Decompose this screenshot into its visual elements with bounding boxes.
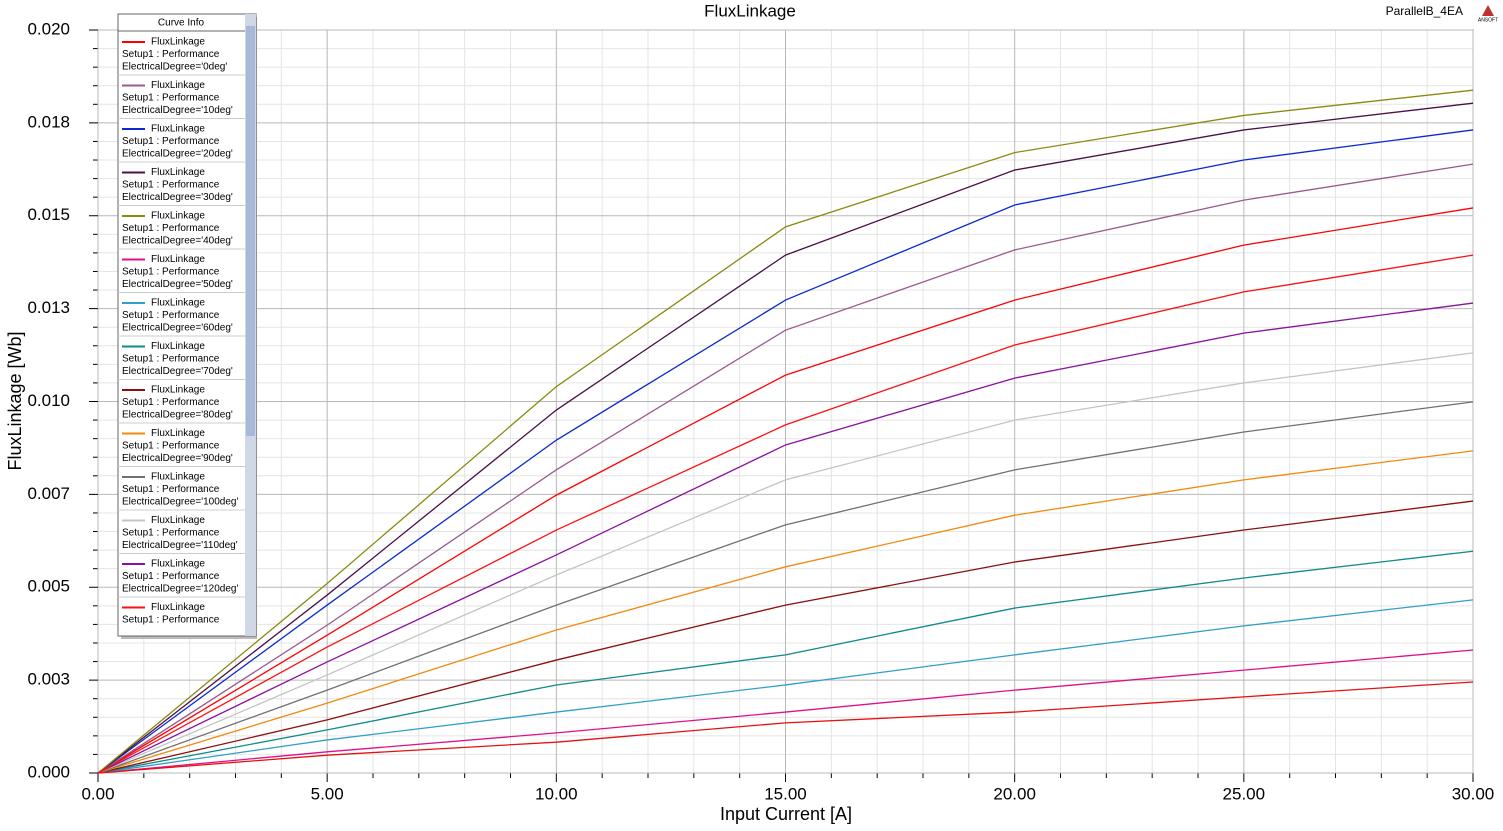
legend-variation: ElectricalDegree='80deg' xyxy=(122,410,233,421)
legend-variation: ElectricalDegree='30deg' xyxy=(122,192,233,203)
x-axis-label: Input Current [A] xyxy=(720,804,852,824)
series-line xyxy=(97,450,1474,774)
legend-variation: ElectricalDegree='20deg' xyxy=(122,149,233,160)
legend-title: Curve Info xyxy=(158,18,205,29)
legend-solution: Setup1 : Performance xyxy=(122,267,220,278)
series-line xyxy=(97,352,1474,774)
logo: ANSOFT xyxy=(1478,17,1498,23)
legend-name: FluxLinkage xyxy=(151,602,205,613)
legend-variation: ElectricalDegree='90deg' xyxy=(122,453,233,464)
lines xyxy=(97,89,1474,774)
y-tick-label: 0.020 xyxy=(27,19,70,38)
legend-solution: Setup1 : Performance xyxy=(122,571,220,582)
x-tick-label: 25.00 xyxy=(1223,784,1266,803)
chart-title: FluxLinkage xyxy=(704,1,796,20)
legend-solution: Setup1 : Performance xyxy=(122,136,220,147)
legend-name: FluxLinkage xyxy=(151,385,205,396)
x-tick-label: 30.00 xyxy=(1452,784,1495,803)
y-tick-label: 0.015 xyxy=(27,205,70,224)
logo-icon xyxy=(1482,5,1494,16)
series-line xyxy=(97,500,1474,774)
y-tick-label: 0.018 xyxy=(27,112,70,131)
legend-name: FluxLinkage xyxy=(151,37,205,48)
legend-variation: ElectricalDegree='70deg' xyxy=(122,366,233,377)
y-tick-label: 0.005 xyxy=(27,577,70,596)
legend-name: FluxLinkage xyxy=(151,472,205,483)
x-tick-label: 10.00 xyxy=(535,784,578,803)
series-line xyxy=(97,550,1474,774)
series-line xyxy=(97,89,1474,774)
series-line xyxy=(97,681,1474,774)
legend-name: FluxLinkage xyxy=(151,298,205,309)
legend-solution: Setup1 : Performance xyxy=(122,49,220,60)
y-axis-label: FluxLinkage [Wb] xyxy=(5,331,25,470)
legend-variation: ElectricalDegree='40deg' xyxy=(122,236,233,247)
x-tick-label: 15.00 xyxy=(764,784,807,803)
legend-solution: Setup1 : Performance xyxy=(122,528,220,539)
scroll-thumb xyxy=(246,26,255,436)
legend-solution: Setup1 : Performance xyxy=(122,310,220,321)
legend-variation: ElectricalDegree='110deg' xyxy=(122,540,238,551)
brand: ParallelB_4EA xyxy=(1386,4,1463,18)
series-line xyxy=(97,207,1474,774)
legend-name: FluxLinkage xyxy=(151,428,205,439)
legend-solution: Setup1 : Performance xyxy=(122,93,220,104)
y-tick-label: 0.007 xyxy=(27,484,70,503)
legend-variation: ElectricalDegree='120deg' xyxy=(122,584,238,595)
legend-solution: Setup1 : Performance xyxy=(122,354,220,365)
legend-variation: ElectricalDegree='60deg' xyxy=(122,323,233,334)
legend-variation: ElectricalDegree='0deg' xyxy=(122,62,227,73)
legend-name: FluxLinkage xyxy=(151,211,205,222)
series-line xyxy=(97,102,1474,774)
legend-variation: ElectricalDegree='100deg' xyxy=(122,497,238,508)
legend-name: FluxLinkage xyxy=(151,341,205,352)
series-line xyxy=(97,302,1474,774)
legend-name: FluxLinkage xyxy=(151,80,205,91)
series-line xyxy=(97,649,1474,774)
x-tick-label: 0.00 xyxy=(81,784,114,803)
legend-solution: Setup1 : Performance xyxy=(122,397,220,408)
y-tick-label: 0.013 xyxy=(27,298,70,317)
series-line xyxy=(97,254,1474,774)
legend-solution: Setup1 : Performance xyxy=(122,223,220,234)
x-tick-label: 20.00 xyxy=(993,784,1036,803)
y-tick-label: 0.003 xyxy=(27,670,70,689)
x-tick-label: 5.00 xyxy=(311,784,344,803)
legend-name: FluxLinkage xyxy=(151,124,205,135)
series-line xyxy=(97,599,1474,774)
legend-solution: Setup1 : Performance xyxy=(122,180,220,191)
legend-solution: Setup1 : Performance xyxy=(122,484,220,495)
legend-name: FluxLinkage xyxy=(151,515,205,526)
y-tick-label: 0.010 xyxy=(27,391,70,410)
legend-variation: ElectricalDegree='10deg' xyxy=(122,105,233,116)
legend-name: FluxLinkage xyxy=(151,254,205,265)
y-tick-label: 0.000 xyxy=(27,762,70,781)
legend-name: FluxLinkage xyxy=(151,559,205,570)
series-line xyxy=(97,401,1474,774)
grid xyxy=(89,29,1474,782)
legend-box xyxy=(117,13,257,637)
legend-name: FluxLinkage xyxy=(151,167,205,178)
legend-solution: Setup1 : Performance xyxy=(122,615,220,626)
series-line xyxy=(97,163,1474,774)
legend-variation: ElectricalDegree='50deg' xyxy=(122,279,233,290)
series-line xyxy=(97,129,1474,774)
legend-solution: Setup1 : Performance xyxy=(122,441,220,452)
